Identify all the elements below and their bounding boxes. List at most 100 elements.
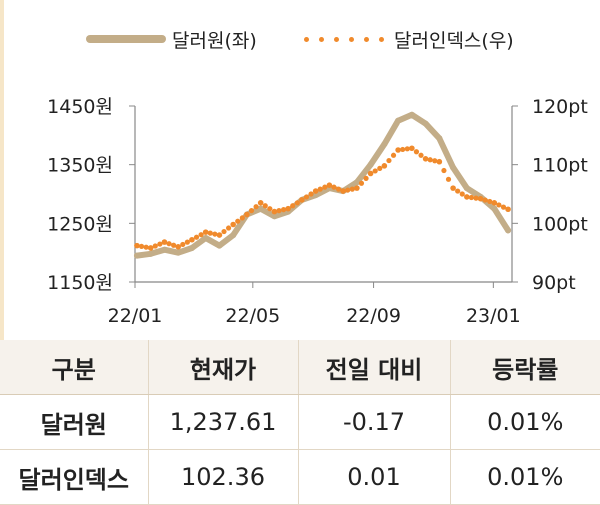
right-tick-label: 110pt	[532, 155, 588, 177]
won-point	[367, 161, 374, 168]
index-dot	[276, 208, 282, 214]
won-point	[408, 111, 415, 118]
left-tick-label: 1250원	[47, 213, 113, 235]
won-point	[188, 244, 195, 251]
table-row: 달러인덱스 102.36 0.01 0.01%	[0, 449, 600, 505]
index-point	[409, 145, 415, 152]
index-dot	[267, 206, 273, 212]
index-dot	[473, 195, 479, 201]
index-point	[202, 229, 209, 235]
header-change: 전일 대비	[298, 340, 451, 395]
chart-axes	[129, 105, 518, 288]
row-change: 0.01	[298, 449, 451, 505]
index-dot	[225, 225, 232, 231]
won-point	[271, 213, 278, 220]
won-point	[230, 232, 237, 239]
index-point	[161, 239, 168, 245]
legend-dots-swatch	[304, 35, 384, 43]
index-dot	[157, 241, 163, 247]
x-tick-label: 22/09	[346, 305, 401, 327]
index-dot	[496, 202, 502, 208]
index-point	[230, 221, 236, 228]
index-dot	[290, 203, 296, 209]
index-dot	[335, 186, 342, 192]
index-dot	[500, 204, 507, 210]
x-tick-label: 23/01	[466, 305, 521, 327]
won-point	[381, 141, 388, 148]
index-point	[147, 245, 154, 251]
row-rate: 0.01%	[450, 449, 600, 505]
legend-line-swatch	[86, 35, 166, 43]
won-point	[216, 242, 223, 249]
x-tick-label: 22/01	[108, 305, 163, 327]
index-point	[464, 194, 470, 200]
index-dot	[207, 230, 213, 236]
index-point	[326, 182, 333, 188]
row-rate: 0.01%	[450, 394, 600, 450]
index-dot	[138, 243, 145, 250]
index-dot	[166, 241, 172, 247]
index-dot	[482, 197, 488, 203]
index-dot	[331, 184, 337, 190]
won-point	[395, 117, 402, 124]
won-point	[257, 205, 264, 212]
index-dot	[308, 191, 314, 197]
index-point	[216, 232, 223, 238]
index-dot	[468, 194, 475, 201]
index-point	[381, 163, 388, 169]
index-point	[354, 185, 360, 191]
series-won	[133, 111, 512, 259]
right-tick-label: 90pt	[532, 272, 576, 294]
index-dot	[349, 186, 355, 192]
index-dot	[171, 242, 177, 248]
row-change: -0.17	[298, 394, 451, 450]
legend-item-index: 달러인덱스(우)	[304, 24, 514, 54]
index-dot	[248, 208, 255, 214]
row-price: 102.36	[148, 449, 299, 505]
tick-labels: 1450원 1350원 1250원 1150원 120pt 110pt 100pt 90pt 2…	[47, 96, 588, 327]
index-point	[271, 208, 278, 215]
index-dot	[235, 218, 241, 224]
index-dot	[253, 204, 259, 210]
index-point	[189, 236, 195, 243]
index-point	[436, 158, 443, 165]
index-dot	[345, 187, 351, 193]
index-dot	[455, 188, 461, 194]
index-dot	[390, 152, 397, 158]
won-point	[312, 192, 319, 199]
index-dot	[239, 215, 245, 221]
series-index	[134, 145, 511, 251]
index-dot	[152, 243, 158, 249]
index-point	[505, 206, 511, 213]
index-point	[257, 200, 264, 206]
index-dot	[487, 198, 493, 205]
won-point	[422, 120, 429, 127]
row-price: 1,237.61	[148, 394, 299, 450]
index-dot	[377, 165, 383, 171]
index-point	[422, 156, 429, 162]
index-dot	[358, 180, 365, 186]
won-point	[133, 252, 140, 259]
header-category: 구분	[0, 340, 149, 395]
index-dot	[280, 207, 287, 213]
index-point	[450, 185, 456, 191]
index-dot	[418, 152, 424, 158]
index-dot	[303, 194, 310, 200]
won-point	[436, 135, 443, 142]
won-point	[202, 235, 209, 241]
index-dot	[221, 228, 227, 235]
index-point	[134, 242, 140, 249]
index-dot	[404, 146, 410, 152]
index-point	[175, 244, 181, 250]
index-dot	[262, 203, 268, 209]
index-dot	[413, 149, 420, 155]
index-dot	[441, 167, 447, 174]
fx-summary-table: 구분 현재가 전일 대비 등락률 달러원 1,237.61 -0.17 0.01…	[0, 340, 600, 505]
index-dot	[400, 146, 406, 153]
index-point	[312, 188, 319, 194]
chart-legend: 달러원(좌) 달러인덱스(우)	[0, 24, 600, 54]
index-dot	[198, 232, 204, 238]
index-dot	[294, 200, 300, 206]
index-dot	[317, 186, 323, 192]
index-dot	[372, 168, 378, 174]
